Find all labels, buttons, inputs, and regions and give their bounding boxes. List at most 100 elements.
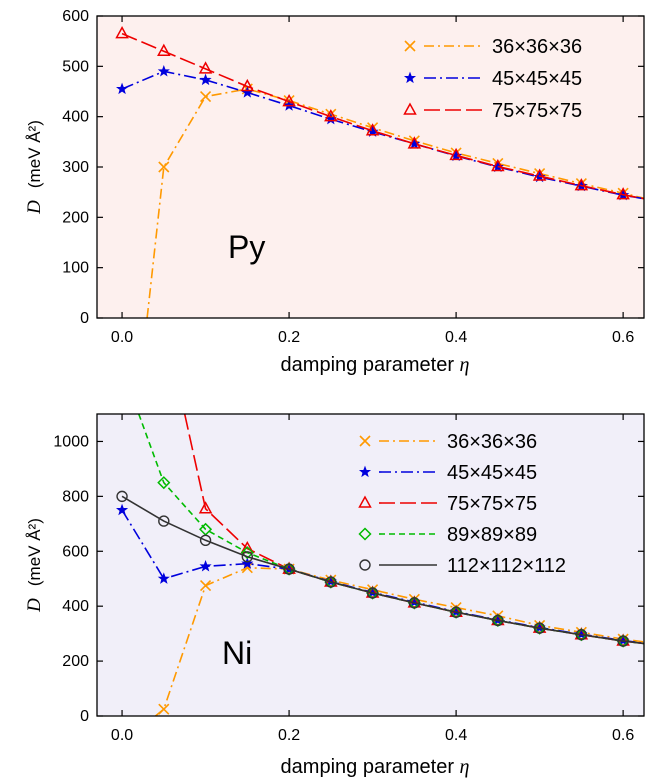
data-point	[157, 572, 170, 584]
data-point	[199, 534, 212, 546]
series-line	[121, 32, 644, 200]
series-group-ni	[115, 414, 644, 716]
data-point	[241, 551, 254, 563]
legend-entry: 36×36×36	[404, 36, 582, 58]
data-point	[158, 161, 170, 173]
legend-marker	[359, 559, 371, 571]
y-tick-label: 100	[62, 260, 89, 277]
data-point	[158, 515, 170, 527]
x-tick-label: 0.4	[445, 727, 467, 744]
x-axis-label-ni: damping parameter η	[281, 756, 470, 778]
data-point	[115, 82, 129, 95]
legend-marker	[359, 435, 371, 447]
legend-label: 75×75×75	[447, 493, 537, 515]
series-line	[146, 88, 644, 318]
legend-marker	[358, 465, 372, 478]
data-point	[115, 503, 129, 516]
data-point	[158, 703, 170, 715]
x-tick-label: 0.6	[612, 329, 634, 346]
plot-area-py	[97, 16, 644, 318]
data-point	[407, 136, 422, 149]
data-point	[240, 546, 254, 560]
data-point	[492, 614, 504, 627]
chart-panel-ni: 0.0 0.2 0.4 0.6 0 200 400 600 800 1000 Ni 36×36×3…	[24, 413, 645, 778]
legend-label: 36×36×36	[492, 36, 582, 58]
y-axis-label-ni: D(meV Å²)	[24, 518, 45, 613]
data-point	[616, 187, 630, 200]
data-point	[157, 43, 171, 56]
plot-frame-ni	[96, 413, 645, 717]
y-tick-label: 200	[62, 209, 89, 226]
series-line	[154, 566, 644, 716]
legend-entry: 36×36×36	[359, 431, 537, 453]
data-point	[575, 629, 588, 641]
y-tick-label: 200	[62, 653, 89, 670]
data-point	[408, 597, 421, 609]
data-point	[157, 476, 171, 490]
legend-label: 45×45×45	[492, 68, 582, 90]
legend-label: 89×89×89	[447, 524, 537, 546]
series-2	[115, 26, 644, 200]
y-tick-label: 600	[62, 8, 89, 25]
y-tick-label: 600	[62, 543, 89, 560]
y-tick-label: 0	[80, 310, 89, 327]
y-tick-label: 800	[62, 488, 89, 505]
legend-py: 36×36×36 45×45×45 75×75×75	[403, 36, 582, 122]
data-point	[449, 147, 463, 161]
data-point	[365, 123, 380, 136]
legend-entry: 89×89×89	[358, 524, 537, 546]
data-point	[198, 61, 213, 74]
data-point	[199, 90, 212, 103]
data-point	[199, 73, 212, 86]
data-point	[199, 580, 212, 592]
x-tick-label: 0.4	[445, 329, 467, 346]
legend-label: 75×75×75	[492, 100, 582, 122]
x-tick-label: 0.2	[278, 727, 300, 744]
legend-entry: 112×112×112	[359, 555, 566, 577]
data-point	[617, 635, 629, 647]
data-point	[533, 622, 546, 634]
series-line	[183, 414, 644, 645]
legend-marker	[358, 527, 372, 541]
legend-marker	[403, 71, 417, 84]
data-point	[240, 78, 255, 92]
legend-label: 45×45×45	[447, 462, 537, 484]
x-tick-label: 0.6	[612, 727, 634, 744]
legend-entry: 45×45×45	[358, 462, 537, 484]
panel-label-ni: Ni	[222, 635, 252, 671]
data-point	[325, 576, 337, 588]
legend-entry: 45×45×45	[403, 68, 582, 90]
x-tick-label: 0.0	[111, 329, 133, 346]
series-line	[121, 495, 644, 645]
chart-panel-py: 0.0 0.2 0.4 0.6 0 100 200 300 400 500 600 Py 36×36…	[24, 8, 645, 376]
y-tick-label: 400	[62, 598, 89, 615]
data-point	[283, 563, 295, 575]
y-tick-label: 1000	[53, 433, 89, 450]
y-axis-label-py: D(meV Å²)	[24, 120, 45, 215]
data-point	[532, 168, 547, 181]
data-point	[115, 26, 129, 39]
x-tick-label: 0.0	[111, 727, 133, 744]
data-point	[116, 490, 128, 503]
series-group-py	[115, 26, 644, 318]
legend-entry: 75×75×75	[358, 493, 537, 515]
legend-ni: 36×36×36 45×45×45 75×75×75 89×89×89 112×112×…	[358, 431, 566, 577]
data-point	[199, 560, 212, 572]
data-point	[450, 606, 462, 618]
y-tick-label: 400	[62, 109, 89, 126]
data-point	[282, 94, 296, 107]
data-point	[574, 178, 589, 191]
x-tick-label: 0.2	[278, 329, 300, 346]
series-4	[116, 490, 644, 647]
data-point	[241, 557, 254, 569]
data-point	[366, 587, 379, 599]
legend-marker	[404, 40, 416, 52]
data-point	[324, 109, 338, 122]
panel-label-py: Py	[228, 229, 265, 265]
data-point	[491, 158, 505, 172]
legend-label: 36×36×36	[447, 431, 537, 453]
y-tick-label: 500	[62, 58, 89, 75]
legend-marker	[403, 102, 417, 115]
legend-entry: 75×75×75	[403, 100, 582, 122]
